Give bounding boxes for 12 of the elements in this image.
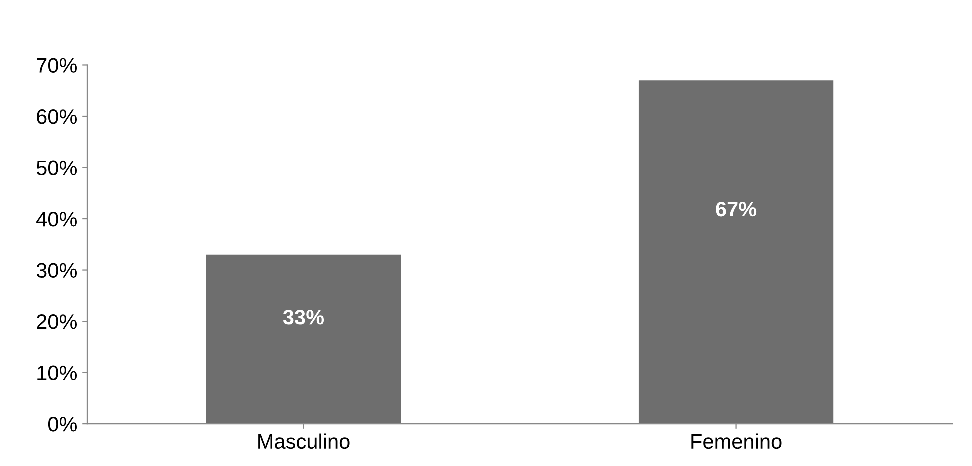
- y-tick-label: 70%: [37, 58, 78, 73]
- data-label: 67%: [716, 202, 757, 217]
- y-tick-label: 20%: [37, 314, 78, 330]
- x-tick-label: Masculino: [258, 434, 350, 450]
- x-tick-label: Femenino: [692, 434, 782, 450]
- data-label: 33%: [283, 310, 324, 325]
- y-tick-label: 0%: [48, 417, 78, 432]
- y-tick-label: 40%: [36, 212, 78, 227]
- y-tick-label: 50%: [36, 160, 78, 176]
- y-tick-label: 10%: [38, 366, 78, 381]
- y-tick-label: 60%: [37, 110, 78, 124]
- y-tick-label: 30%: [36, 263, 78, 278]
